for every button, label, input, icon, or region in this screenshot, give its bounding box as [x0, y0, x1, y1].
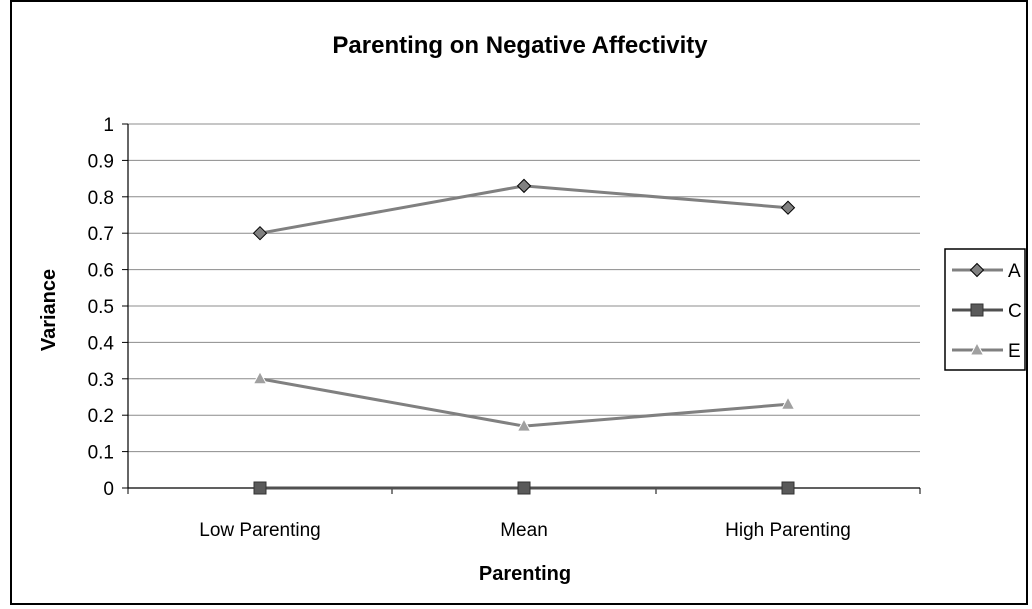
y-tick-label: 0.6: [88, 261, 114, 282]
y-tick-label: 0.4: [88, 333, 115, 354]
chart-title: Parenting on Negative Affectivity: [332, 32, 708, 59]
y-tick-label: 0.1: [88, 443, 114, 464]
y-tick-label: 0.5: [88, 297, 114, 318]
x-tick-label: High Parenting: [725, 520, 851, 541]
data-point-C: [253, 481, 267, 495]
legend-marker: [970, 303, 984, 317]
data-point-A: [516, 178, 532, 194]
x-axis-title: Parenting: [479, 563, 571, 585]
chart-frame: [10, 0, 1028, 605]
y-tick-label: 0.7: [88, 224, 114, 245]
data-point-A: [252, 225, 268, 241]
legend-label: E: [1008, 341, 1021, 362]
y-axis-title: Variance: [38, 269, 60, 351]
y-tick-label: 0.9: [88, 151, 114, 172]
y-tick-labels: 0 0.1 0.2 0.3 0.4 0.5 0.6 0.7 0.8 0.9 1: [88, 115, 115, 500]
series-E: [252, 370, 796, 432]
grid: [128, 123, 920, 453]
data-point-C: [517, 481, 531, 495]
data-point-E: [516, 418, 532, 432]
data-point-E: [780, 396, 796, 410]
legend-marker: [969, 341, 985, 356]
x-tick-label: Mean: [500, 520, 548, 541]
data-point-A: [780, 200, 796, 215]
legend: ACE: [944, 248, 1026, 371]
data-point-E: [252, 370, 268, 385]
legend-item-A: A: [952, 261, 1021, 282]
data-point-C: [781, 481, 795, 495]
legend-marker: [969, 262, 985, 278]
y-tick-label: 0.8: [88, 188, 114, 209]
legend-label: A: [1008, 261, 1021, 282]
legend-item-E: E: [952, 341, 1021, 362]
x-tick-labels: Low Parenting Mean High Parenting: [199, 520, 851, 541]
legend-label: C: [1008, 301, 1022, 322]
series-C: [253, 481, 795, 495]
axes: [122, 123, 921, 494]
y-tick-label: 1: [103, 115, 114, 136]
legend-item-C: C: [952, 301, 1022, 322]
x-tick-label: Low Parenting: [199, 520, 320, 541]
y-tick-label: 0.2: [88, 406, 114, 427]
series: [252, 178, 796, 495]
y-tick-label: 0: [103, 479, 114, 500]
series-A: [252, 178, 796, 241]
y-tick-label: 0.3: [88, 370, 114, 391]
